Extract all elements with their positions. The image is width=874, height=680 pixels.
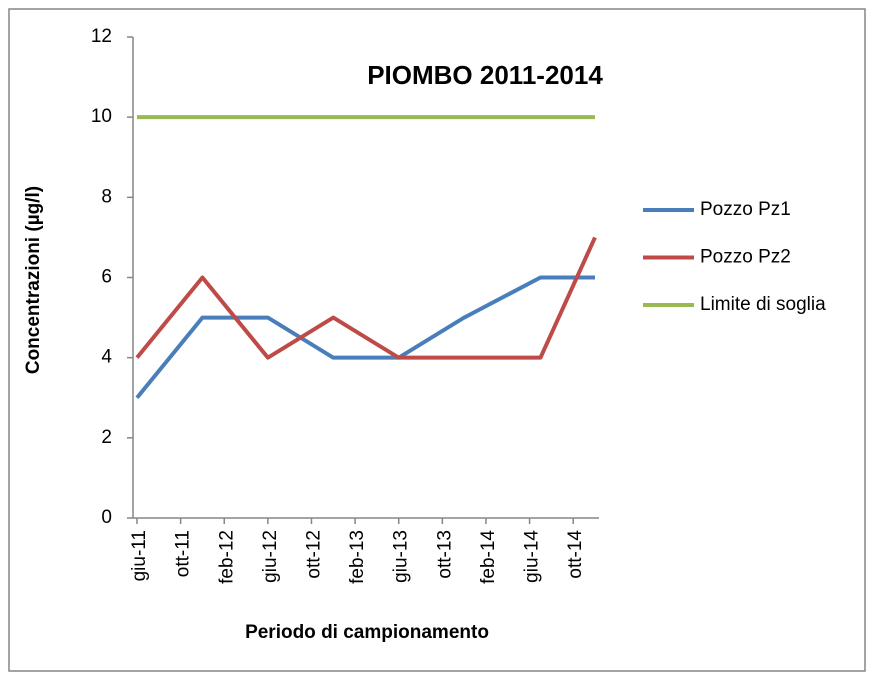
y-tick-label: 4: [101, 347, 112, 368]
y-tick-label: 8: [101, 186, 112, 207]
x-tick-label: feb-14: [478, 530, 499, 584]
series-line: [135, 275, 595, 400]
y-tick-label: 12: [91, 26, 112, 47]
x-tick-label: giu-11: [129, 530, 150, 581]
x-tick-label: giu-14: [522, 530, 543, 583]
legend-label: Pozzo Pz1: [700, 199, 791, 220]
y-tick-label: 0: [101, 507, 112, 528]
y-tick-label: 10: [91, 106, 112, 127]
x-tick-label: ott-14: [565, 530, 586, 579]
x-axis-label: Periodo di campionamento: [245, 622, 489, 643]
x-tick-label: ott-12: [303, 530, 324, 579]
y-axis-label: Concentrazioni (µg/l): [23, 186, 44, 374]
y-tick-label: 2: [101, 427, 112, 448]
legend-label: Limite di soglia: [700, 294, 826, 315]
y-tick-label: 6: [101, 267, 112, 288]
x-tick-label: giu-12: [260, 530, 281, 583]
series-line: [135, 236, 597, 360]
x-tick-label: feb-12: [216, 530, 237, 584]
chart-title: PIOMBO 2011-2014: [367, 60, 603, 90]
x-tick-label: feb-13: [347, 530, 368, 584]
x-tick-label: ott-13: [434, 530, 455, 579]
x-tick-label: giu-13: [391, 530, 412, 583]
x-tick-label: ott-11: [173, 530, 194, 577]
legend-label: Pozzo Pz2: [700, 247, 791, 268]
